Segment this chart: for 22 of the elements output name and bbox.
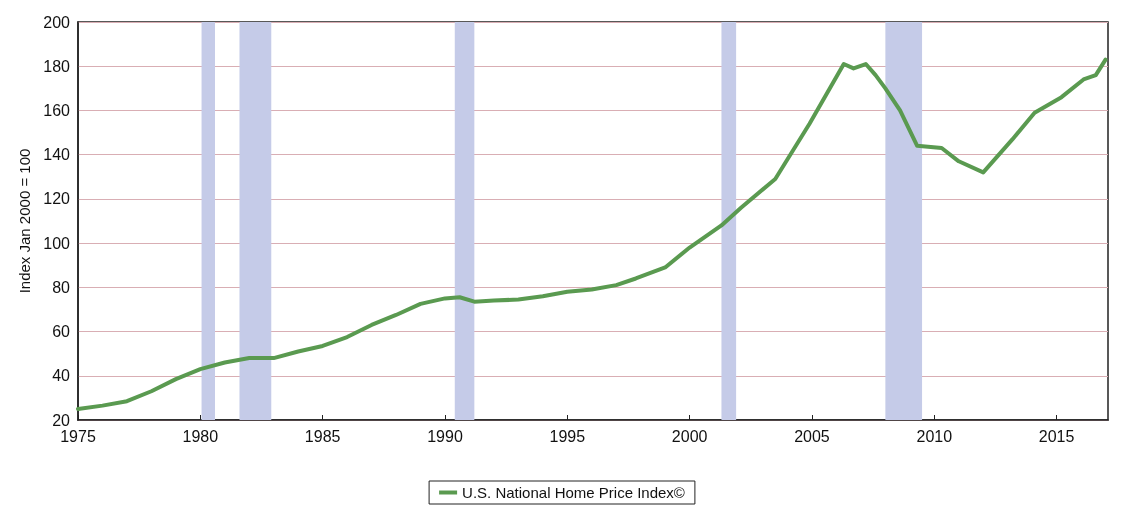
y-tick-label: 100 [43,234,71,252]
y-tick-label: 40 [52,367,71,385]
y-tick-label: 180 [43,57,71,75]
x-tick-label: 1975 [60,427,96,445]
x-tick-label: 2000 [671,427,708,445]
x-tick-label: 2005 [794,427,830,445]
legend-label: U.S. National Home Price Index© [462,484,685,501]
x-tick-label: 1995 [549,427,586,445]
y-axis-title: Index Jan 2000 = 100 [16,148,34,294]
y-tick-label: 60 [52,323,71,341]
x-tick-label: 1985 [304,427,341,445]
y-tick-label: 120 [43,190,71,208]
y-tick-label: 200 [43,13,71,31]
line-series [76,57,1108,411]
x-tick-label: 1990 [427,427,463,445]
x-tick-label: 2015 [1038,427,1075,445]
y-tick-label: 80 [52,278,71,296]
y-tick-label: 140 [43,146,71,164]
x-tick-label: 1980 [182,427,219,445]
y-tick-label: 160 [43,101,71,119]
y-tick-label: 20 [52,411,71,429]
x-tick-label: 2010 [916,427,953,445]
